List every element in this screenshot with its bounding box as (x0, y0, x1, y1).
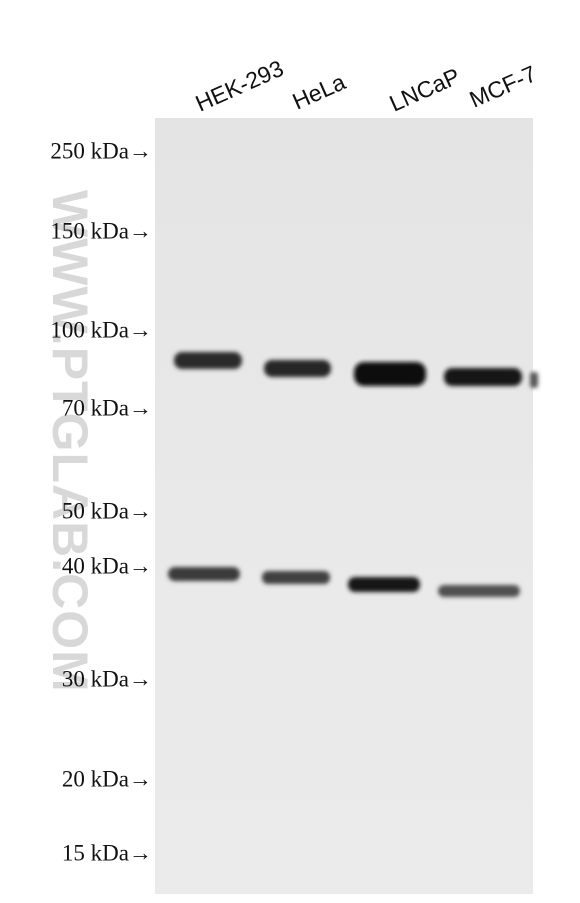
lane-label: HEK-293 (191, 55, 287, 117)
lane-label: HeLa (288, 68, 349, 114)
marker-label: 150 kDa→ (50, 218, 152, 243)
blot-membrane (155, 118, 533, 894)
band (444, 368, 522, 386)
band (438, 585, 520, 597)
band (174, 352, 242, 369)
marker-label: 250 kDa→ (50, 138, 152, 163)
marker-label: 15 kDa→ (62, 840, 152, 865)
band (530, 372, 538, 388)
band (262, 571, 330, 584)
marker-label: 50 kDa→ (62, 498, 152, 523)
marker-label: 70 kDa→ (62, 395, 152, 420)
band (168, 567, 240, 581)
watermark: WWW.PTGLAB.COM (42, 190, 98, 693)
marker-label: 100 kDa→ (50, 317, 152, 342)
marker-label: 20 kDa→ (62, 766, 152, 791)
lane-label: MCF-7 (465, 60, 540, 112)
band (348, 577, 420, 592)
marker-label: 30 kDa→ (62, 666, 152, 691)
marker-label: 40 kDa→ (62, 553, 152, 578)
lane-label: LNCaP (385, 63, 463, 117)
bands (168, 352, 538, 597)
band (354, 362, 426, 386)
band (264, 360, 331, 377)
